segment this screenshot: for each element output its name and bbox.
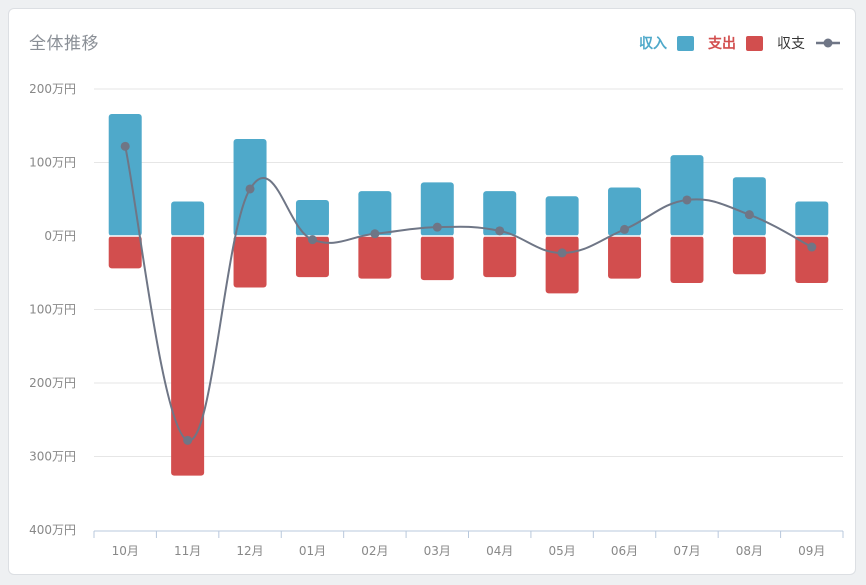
- net-point: [245, 184, 255, 194]
- legend-income-label: 収入: [639, 36, 667, 52]
- legend-net-line-icon: [816, 38, 840, 48]
- expense-bar: [732, 236, 766, 275]
- legend-expense-swatch: [746, 35, 763, 51]
- x-tick-label: 10月: [112, 544, 139, 558]
- income-bar: [420, 182, 454, 236]
- income-bar: [171, 201, 205, 236]
- income-bar: [295, 199, 329, 236]
- income-bar: [483, 191, 517, 236]
- net-point: [620, 224, 630, 234]
- expense-bar: [670, 236, 704, 284]
- income-bar: [358, 191, 392, 236]
- income-bar: [108, 113, 142, 236]
- legend-income-swatch: [677, 35, 694, 51]
- x-tick-label: 05月: [548, 544, 575, 558]
- net-point: [432, 222, 442, 232]
- x-tick-label: 07月: [673, 544, 700, 558]
- y-tick-label: 0万円: [44, 229, 76, 243]
- y-tick-label: 200万円: [29, 376, 76, 390]
- expense-bar: [483, 236, 517, 278]
- net-point: [495, 226, 505, 236]
- legend-item-expense[interactable]: 支出: [708, 33, 763, 53]
- legend-expense-label: 支出: [708, 36, 736, 52]
- chart-title: 全体推移: [29, 34, 99, 54]
- x-tick-label: 03月: [424, 544, 451, 558]
- legend-item-net[interactable]: 収支: [777, 33, 841, 53]
- income-bar: [732, 177, 766, 236]
- x-tick-label: 12月: [236, 544, 263, 558]
- net-point: [120, 141, 130, 151]
- expense-bar: [295, 236, 329, 278]
- x-tick-label: 04月: [486, 544, 513, 558]
- net-point: [370, 229, 380, 239]
- x-tick-label: 02月: [361, 544, 388, 558]
- y-tick-label: 300万円: [29, 450, 76, 464]
- net-point: [557, 248, 567, 258]
- expense-bar: [795, 236, 829, 284]
- y-tick-label: 200万円: [29, 82, 76, 96]
- net-point: [682, 195, 692, 205]
- net-line: [124, 146, 813, 442]
- expense-bar: [171, 236, 205, 476]
- x-tick-label: 06月: [611, 544, 638, 558]
- expense-bar: [608, 236, 642, 279]
- expense-bar: [545, 236, 579, 294]
- expense-bar: [420, 236, 454, 281]
- y-tick-label: 100万円: [29, 303, 76, 317]
- income-bar: [545, 196, 579, 236]
- legend-item-income[interactable]: 収入: [639, 33, 694, 53]
- chart-legend: 収入 支出 収支: [625, 33, 841, 53]
- y-tick-label: 100万円: [29, 156, 76, 170]
- income-bar: [608, 187, 642, 236]
- legend-net-label: 収支: [777, 36, 805, 52]
- net-point: [307, 235, 317, 245]
- expense-bar: [108, 236, 142, 269]
- net-point: [744, 210, 754, 220]
- y-tick-label: 400万円: [29, 523, 76, 537]
- x-tick-label: 08月: [736, 544, 763, 558]
- income-bar: [795, 201, 829, 236]
- x-tick-label: 09月: [798, 544, 825, 558]
- x-tick-label: 11月: [174, 544, 201, 558]
- expense-bar: [358, 236, 392, 279]
- expense-bar: [233, 236, 267, 288]
- net-point: [183, 435, 193, 445]
- x-tick-label: 01月: [299, 544, 326, 558]
- net-point: [807, 242, 817, 252]
